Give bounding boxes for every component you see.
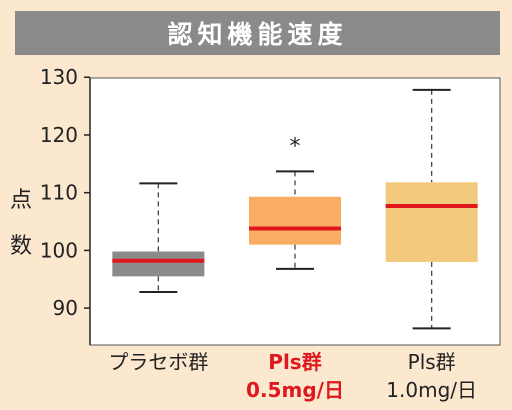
y-tick-label-120: 120 <box>40 123 78 147</box>
y-tick-label-110: 110 <box>40 181 78 205</box>
box-2-body <box>249 196 341 245</box>
y-axis-label: 点 数 <box>6 178 36 270</box>
x-category-label-1-line-1: プラセボ群 <box>108 350 208 374</box>
box-1-body <box>112 251 205 277</box>
chart-title-bar: 認知機能速度 <box>15 11 500 55</box>
y-axis-label-char-2: 数 <box>9 234 32 259</box>
y-tick-label-90: 90 <box>53 296 78 320</box>
box-2-outlier-1: * <box>290 135 301 160</box>
x-category-label-3-line-1: Pls群 <box>408 350 456 374</box>
y-axis-label-char-1: 点 <box>9 188 32 213</box>
chart-title: 認知機能速度 <box>167 20 348 49</box>
x-category-label-3-line-2: 1.0mg/日 <box>386 378 477 402</box>
x-category-label-2-line-2: 0.5mg/日 <box>246 378 344 402</box>
y-tick-label-130: 130 <box>40 65 78 89</box>
x-category-label-2-line-1: Pls群 <box>268 350 321 374</box>
box-3-body <box>385 182 478 262</box>
y-tick-label-100: 100 <box>40 238 78 262</box>
